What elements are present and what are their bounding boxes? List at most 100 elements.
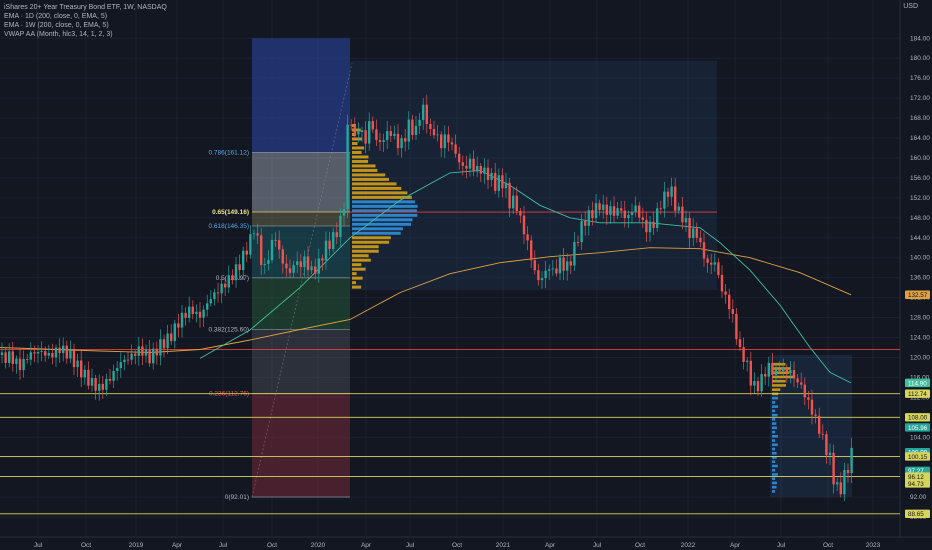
price-axis-tick: 164.00	[910, 135, 930, 142]
price-axis-tick: 136.00	[910, 275, 930, 282]
candle-body	[87, 369, 90, 386]
candle-body	[101, 383, 104, 390]
candle-body	[58, 347, 61, 354]
time-axis-tick: Jul	[406, 542, 415, 549]
candle-body	[256, 233, 259, 236]
volume-profile-bar	[772, 384, 787, 387]
candle-body	[0, 352, 4, 355]
candle-body	[443, 134, 446, 149]
volume-profile-bar	[352, 209, 417, 213]
candle-body	[566, 261, 569, 271]
candle-body	[267, 260, 270, 264]
candle-body	[296, 261, 299, 265]
price-labels: 132.57114.90112.74108.00105.96100.99100.…	[905, 290, 930, 518]
volume-profile-bar	[772, 485, 777, 489]
candle-body	[116, 368, 119, 371]
fib-level-label: 0.382(125.60)	[209, 327, 249, 334]
price-axis-tick: 92.00	[910, 494, 927, 501]
legend-ema-1w[interactable]: EMA · 1W (200, close, 0, EMA, 5)	[4, 22, 109, 29]
candle-body	[386, 131, 389, 141]
candle-body	[134, 353, 137, 356]
volume-profile-bar	[352, 168, 378, 172]
time-axis-tick: 2023	[866, 542, 881, 549]
candle-body	[310, 266, 313, 271]
candle-body	[288, 268, 292, 273]
candle-body	[814, 414, 817, 416]
candle-body	[162, 339, 166, 349]
candle-body	[4, 352, 7, 363]
candle-body	[270, 239, 274, 261]
candle-body	[321, 258, 324, 261]
candle-body	[796, 378, 799, 383]
candle-body	[605, 204, 608, 215]
price-label-text: 108.00	[908, 415, 928, 422]
candle-body	[144, 349, 148, 356]
fib-level-label: 0.65(149.16)	[212, 209, 249, 216]
candle-body	[760, 374, 763, 392]
candle-body	[468, 158, 472, 169]
candle-body	[216, 292, 220, 294]
candle-body	[587, 210, 590, 226]
candle-body	[170, 333, 173, 342]
candle-body	[429, 124, 432, 129]
volume-profile-bar	[772, 481, 777, 485]
candle-body	[389, 131, 392, 136]
volume-profile-bar	[772, 362, 786, 366]
volume-profile-bar	[352, 267, 366, 271]
candle-body	[188, 306, 191, 318]
candlesticks	[0, 94, 853, 502]
candle-body	[803, 384, 806, 398]
candle-body	[137, 346, 140, 356]
candle-body	[638, 205, 641, 218]
candle-body	[123, 359, 126, 363]
candle-body	[677, 206, 680, 211]
time-axis-tick: Oct	[81, 542, 91, 549]
candle-body	[630, 212, 634, 216]
fib-level-label: 0.618(146.35)	[209, 223, 249, 230]
grid-lines	[0, 0, 900, 537]
candle-body	[227, 275, 230, 288]
candle-body	[821, 433, 824, 435]
candle-body	[18, 358, 22, 371]
price-axis-tick: 180.00	[910, 55, 930, 62]
candle-body	[832, 452, 835, 485]
volume-profile-bar	[772, 388, 781, 391]
legend-ema-1d[interactable]: EMA · 1D (200, close, 0, EMA, 5)	[4, 13, 108, 20]
candle-body	[393, 133, 396, 136]
candle-body	[836, 482, 839, 485]
candle-body	[260, 235, 263, 265]
price-axis-tick: 124.00	[910, 335, 930, 342]
volume-profile-bar	[772, 447, 775, 451]
legend-title[interactable]: iShares 20+ Year Treasury Bond ETF, 1W, …	[4, 4, 167, 11]
candle-body	[414, 125, 418, 135]
candle-body	[342, 209, 346, 216]
price-label-text: 105.96	[908, 425, 928, 432]
candle-body	[33, 352, 36, 354]
candle-body	[130, 353, 133, 360]
price-label-box	[905, 472, 930, 481]
candle-body	[731, 309, 734, 314]
time-axis-tick: Jul	[777, 542, 786, 549]
candle-body	[785, 368, 788, 374]
candle-body	[573, 241, 576, 266]
candle-body	[213, 292, 216, 300]
price-label-box	[905, 423, 930, 432]
candle-body	[440, 134, 443, 149]
price-label-text: 94.73	[908, 481, 924, 488]
volume-profile-bar	[352, 249, 379, 253]
time-axis-tick: 2019	[129, 542, 144, 549]
candle-body	[591, 210, 594, 219]
candle-body	[335, 232, 338, 238]
candle-body	[602, 204, 605, 210]
candle-body	[105, 378, 108, 390]
price-label-text: 96.12	[908, 474, 924, 481]
candle-body	[648, 221, 652, 233]
candle-body	[526, 234, 529, 241]
legend-vwap[interactable]: VWAP AA (Month, hlc3, 14, 1, 2, 3)	[4, 31, 113, 38]
candle-body	[54, 347, 58, 358]
time-axis-tick: Oct	[267, 542, 277, 549]
candle-body	[825, 434, 828, 456]
price-axis-tick: 104.00	[910, 434, 930, 441]
candle-body	[828, 452, 832, 456]
